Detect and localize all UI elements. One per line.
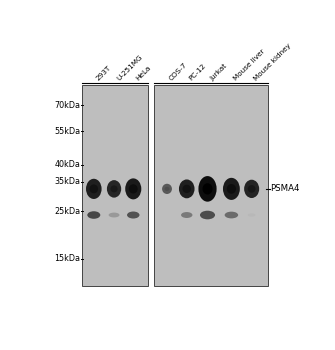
Text: HeLa: HeLa (135, 64, 152, 82)
Text: 15kDa: 15kDa (54, 254, 80, 264)
Text: COS-7: COS-7 (168, 62, 189, 82)
Bar (154, 85, 268, 286)
Bar (82, 85, 148, 286)
Ellipse shape (181, 212, 192, 218)
Text: Jurkat: Jurkat (209, 62, 228, 82)
Text: 25kDa: 25kDa (54, 207, 80, 216)
Ellipse shape (129, 184, 138, 194)
Text: 293T: 293T (95, 64, 112, 82)
Text: Mouse liver: Mouse liver (233, 48, 266, 82)
Ellipse shape (107, 180, 121, 198)
Text: 40kDa: 40kDa (54, 160, 80, 169)
Ellipse shape (179, 180, 195, 198)
Text: Mouse kidney: Mouse kidney (253, 42, 292, 82)
Text: 35kDa: 35kDa (54, 177, 80, 186)
Ellipse shape (244, 180, 259, 198)
Ellipse shape (164, 187, 170, 191)
Ellipse shape (223, 178, 240, 200)
Ellipse shape (225, 212, 238, 218)
Ellipse shape (162, 184, 172, 194)
Ellipse shape (127, 211, 139, 218)
Ellipse shape (203, 183, 212, 195)
Ellipse shape (109, 212, 120, 217)
Text: PC-12: PC-12 (188, 62, 207, 82)
Ellipse shape (86, 179, 102, 199)
Ellipse shape (89, 184, 98, 193)
Ellipse shape (183, 185, 191, 193)
Text: U-251MG: U-251MG (115, 54, 143, 82)
Ellipse shape (198, 176, 217, 202)
Ellipse shape (200, 211, 215, 219)
Ellipse shape (87, 211, 100, 219)
Text: 55kDa: 55kDa (54, 127, 80, 136)
Text: 70kDa: 70kDa (54, 101, 80, 110)
Ellipse shape (125, 178, 141, 199)
Ellipse shape (227, 184, 236, 194)
Text: PSMA4: PSMA4 (271, 184, 300, 194)
Ellipse shape (111, 186, 118, 192)
Ellipse shape (248, 185, 256, 193)
Ellipse shape (248, 214, 256, 217)
